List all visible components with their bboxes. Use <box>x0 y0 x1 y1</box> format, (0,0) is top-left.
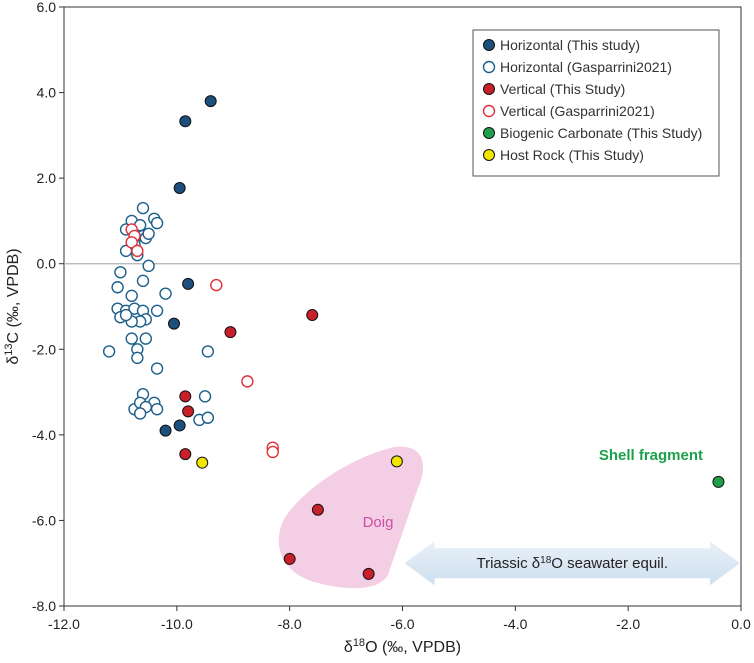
data-point-series-4 <box>125 236 138 249</box>
data-point-series-2 <box>133 407 147 420</box>
data-point-series-1 <box>159 424 172 437</box>
data-point-series-3 <box>283 552 296 565</box>
x-tick-label: -10.0 <box>161 616 193 632</box>
legend-label: Vertical (Gasparrini2021) <box>500 103 655 119</box>
seawater-arrow <box>404 541 740 586</box>
y-tick-label: -8.0 <box>32 598 56 614</box>
data-point-series-3 <box>179 390 192 403</box>
data-point-series-2 <box>150 304 164 317</box>
legend-marker <box>482 104 496 118</box>
x-tick-label: -6.0 <box>390 616 414 632</box>
legend-box <box>472 29 720 177</box>
data-point-series-6 <box>390 455 403 468</box>
shell-fragment-label: Shell fragment <box>599 447 703 464</box>
legend-label: Biogenic Carbonate (This Study) <box>500 125 702 141</box>
data-point-series-1 <box>173 181 186 194</box>
data-point-series-2 <box>201 411 215 424</box>
axes-layer: -12.0 -10.0 -8.0 -6.0 -4.0 -2.0 0.0 -8.0 -6.0 -4.… <box>3 0 751 656</box>
data-point-series-6 <box>196 456 209 469</box>
data-point-series-3 <box>306 309 319 322</box>
data-point-series-3 <box>179 448 192 461</box>
data-point-series-2 <box>125 289 138 303</box>
data-point-series-2 <box>102 345 116 358</box>
y-tick-label: 0.0 <box>37 256 57 272</box>
data-point-series-2 <box>150 362 164 375</box>
legend-marker <box>483 83 495 95</box>
x-tick-label: -12.0 <box>48 616 80 632</box>
data-point-series-2 <box>142 259 155 273</box>
legend-marker <box>483 127 495 139</box>
legend-label: Horizontal (Gasparrini2021) <box>500 59 672 75</box>
y-tick-label: 4.0 <box>37 85 57 101</box>
data-point-series-3 <box>362 567 375 580</box>
legend-label: Host Rock (This Study) <box>500 147 644 163</box>
data-point-series-2 <box>131 351 144 365</box>
x-tick-label: -2.0 <box>616 616 640 632</box>
data-point-series-1 <box>179 115 192 128</box>
y-tick-label: 2.0 <box>37 170 57 186</box>
legend-marker <box>483 39 495 51</box>
doig-label: Doig <box>363 514 394 531</box>
data-point-series-2 <box>111 281 124 294</box>
data-point-series-2 <box>201 345 215 358</box>
data-point-series-2 <box>136 201 150 215</box>
legend-marker <box>482 60 496 74</box>
x-axis-title: δ18O (‰, VPDB) <box>344 637 461 656</box>
data-point-series-1 <box>173 419 186 432</box>
data-point-series-2 <box>142 227 155 240</box>
data-point-series-2 <box>198 390 212 403</box>
y-tick-label: -6.0 <box>32 512 56 528</box>
data-point-series-2 <box>114 266 127 279</box>
data-point-series-4 <box>210 278 223 292</box>
data-point-series-4 <box>131 244 144 258</box>
data-point-series-2 <box>150 402 164 416</box>
data-point-series-2 <box>159 287 172 300</box>
data-point-series-4 <box>241 375 254 388</box>
y-axis-title: δ13C (‰, VPDB) <box>3 248 22 364</box>
data-point-series-1 <box>168 317 181 330</box>
data-points-layer <box>102 95 725 580</box>
data-point-series-2 <box>119 308 133 322</box>
data-point-series-1 <box>204 95 217 108</box>
data-point-series-3 <box>224 326 237 339</box>
y-tick-label: -4.0 <box>32 427 56 443</box>
seawater-label: Triassic δ18O seawater equil. <box>477 555 669 573</box>
data-point-series-2 <box>150 216 164 230</box>
annotation-background-layer: Doig Triassic δ18O seawater equil. Shell f… <box>278 446 740 589</box>
data-point-series-2 <box>125 332 138 345</box>
doig-region <box>278 446 424 589</box>
y-tick-label: -2.0 <box>32 341 56 357</box>
data-point-series-2 <box>139 332 153 345</box>
x-tick-label: -4.0 <box>503 616 527 632</box>
legend: Horizontal (This study) Horizontal (Gaspa… <box>472 29 720 177</box>
x-tick-label: -8.0 <box>278 616 302 632</box>
data-point-series-5 <box>712 475 725 488</box>
legend-label: Vertical (This Study) <box>500 81 625 97</box>
legend-marker <box>483 149 495 161</box>
data-point-series-3 <box>182 405 195 418</box>
x-tick-label: 0.0 <box>731 616 751 632</box>
legend-label: Horizontal (This study) <box>500 37 640 53</box>
y-tick-label: 6.0 <box>37 0 57 15</box>
data-point-series-4 <box>266 445 279 459</box>
data-point-series-1 <box>182 277 195 290</box>
data-point-series-3 <box>311 503 324 516</box>
data-point-series-2 <box>136 274 150 288</box>
